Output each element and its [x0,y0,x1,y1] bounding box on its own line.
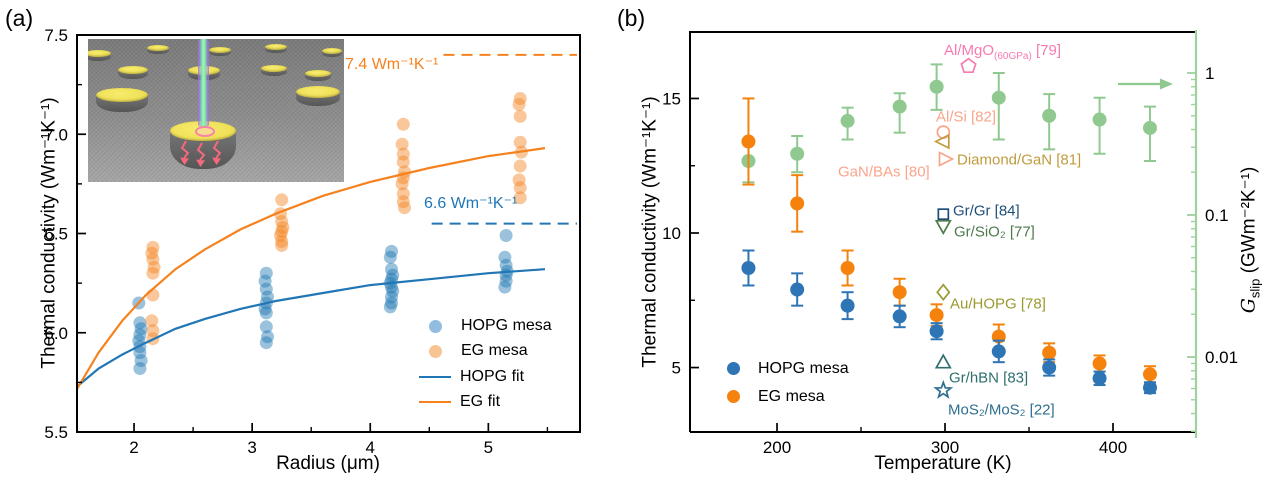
svg-text:3: 3 [247,438,256,457]
legend-dot-marker [429,344,442,358]
svg-text:6.0: 6.0 [44,324,68,343]
svg-text:5.5: 5.5 [44,423,68,442]
triangle-down-marker [934,219,952,236]
mesa [305,69,331,81]
laser-spot-ring [195,125,215,137]
svg-text:1: 1 [1205,64,1214,83]
svg-text:10: 10 [662,224,681,243]
laser-beam [197,39,209,127]
panel-a-y-axis-title: Thermal conductivity (Wm⁻¹K⁻¹) [38,97,60,369]
legend-line-marker [419,401,451,403]
mesa [147,45,169,54]
gslip-units: (GWm⁻²K⁻¹) [1238,166,1260,279]
reference-label-gr-sio-77-: Gr/SiO₂ [77] [954,223,1035,241]
legend-item-hopg-fit: HOPG fit [419,368,524,386]
reference-label-gr-hbn-83-: Gr/hBN [83] [949,369,1029,387]
panel-a-series-hopg-fit [76,268,546,388]
svg-text:6.5: 6.5 [44,225,68,244]
svg-text:5: 5 [672,359,681,378]
svg-text:2: 2 [129,438,138,457]
mesa [265,44,287,53]
panel-a-plot: 2 3 4 5 5.5 6.0 6.5 7.0 7.5 [44,26,581,457]
triangle-left-marker [933,133,950,150]
svg-text:0.01: 0.01 [1205,348,1238,367]
heat-flow-arrow [180,140,190,165]
panel-b-series-hopg-mesa [741,249,1157,395]
heat-flow-arrow [212,140,222,165]
mesa [118,66,148,79]
legend-dot-marker [727,390,740,403]
star-marker [933,379,954,399]
diamond-marker [936,283,951,302]
svg-text:0.1: 0.1 [1205,206,1229,225]
reference-label-mos-mos-22-: MoS₂/MoS₂ [22] [948,401,1055,419]
reference-label-gr-gr-84-: Gr/Gr [84] [953,202,1020,220]
legend-item-hopg-mesa: HOPG mesa [727,360,849,378]
eg-limit-annotation: 7.4 Wm⁻¹K⁻¹ [345,56,439,73]
hopg-limit-annotation: 6.6 Wm⁻¹K⁻¹ [424,195,518,212]
heat-flow-arrow [196,142,206,167]
panel-b-right-axis-title: Gslip (GWm⁻²K⁻¹) [1238,167,1263,314]
mesa [209,47,231,56]
panel-a-x-axis-title: Radius (μm) [276,453,380,474]
reference-label-al-si-82-: Al/Si [82] [936,108,997,126]
reference-label-diamond-gan-81-: Diamond/GaN [81] [957,151,1082,169]
legend-item-eg-fit: EG fit [419,393,500,411]
legend-item-label: HOPG mesa [758,359,849,377]
gslip-subscript: slip [1247,278,1263,299]
triangle-right-marker [938,151,955,167]
panel-b-series-gslip [741,63,1157,184]
legend-item-label: EG fit [460,393,501,410]
svg-text:7.0: 7.0 [44,125,68,144]
panel-b-plot: 200 300 400 5 10 15 1 0.1 0.01 [662,30,1238,457]
pentagon-marker [960,57,977,74]
panel-b-reference-markers [933,57,977,399]
mesa [322,48,342,57]
svg-text:400: 400 [1099,438,1127,457]
mesa [261,64,287,76]
panel-a-series-eg-mesa [145,92,528,346]
mesa [88,49,111,61]
svg-text:5: 5 [484,438,493,457]
reference-label-al-mgo-60gpa-79-: Al/MgO(60GPa) [79] [944,42,1061,62]
panel-a-series-hopg-mesa [132,229,514,375]
legend-item-label: HOPG fit [460,368,525,385]
square-marker [937,208,950,221]
panel-b-y-axis-title: Thermal conductivity (Wm⁻¹K⁻¹) [639,96,661,368]
legend-item-eg-mesa: EG mesa [727,388,825,406]
legend-item-label: EG mesa [758,387,825,405]
panel-a-letter: (a) [5,5,34,31]
svg-text:4: 4 [366,438,375,457]
panel-a-series-eg-fit [76,147,546,389]
svg-text:200: 200 [763,438,791,457]
legend-item-hopg-mesa: HOPG mesa [419,317,552,335]
svg-text:7.5: 7.5 [44,26,68,45]
panel-b-letter: (b) [617,5,646,31]
svg-text:300: 300 [931,438,959,457]
mesa [96,88,148,112]
svg-text:15: 15 [662,89,681,108]
legend-line-marker [419,376,451,378]
legend-item-label: HOPG mesa [461,317,552,334]
legend-item-label: EG mesa [461,342,528,359]
right-axis-arrowhead [1160,78,1173,90]
panel-b-x-axis-title: Temperature (K) [874,453,1012,474]
inset-3d-illustration [88,39,344,182]
triangle-up-marker [934,353,952,369]
legend-dot-marker [727,362,740,375]
mesa [296,86,340,106]
legend-dot-marker [429,319,442,333]
legend-item-eg-mesa: EG mesa [419,342,528,360]
gslip-symbol: G [1237,298,1260,314]
reference-label-au-hopg-78-: Au/HOPG [78] [950,295,1046,313]
panel-b-spines [689,31,1196,433]
reference-label-gan-bas-80-: GaN/BAs [80] [838,163,930,181]
